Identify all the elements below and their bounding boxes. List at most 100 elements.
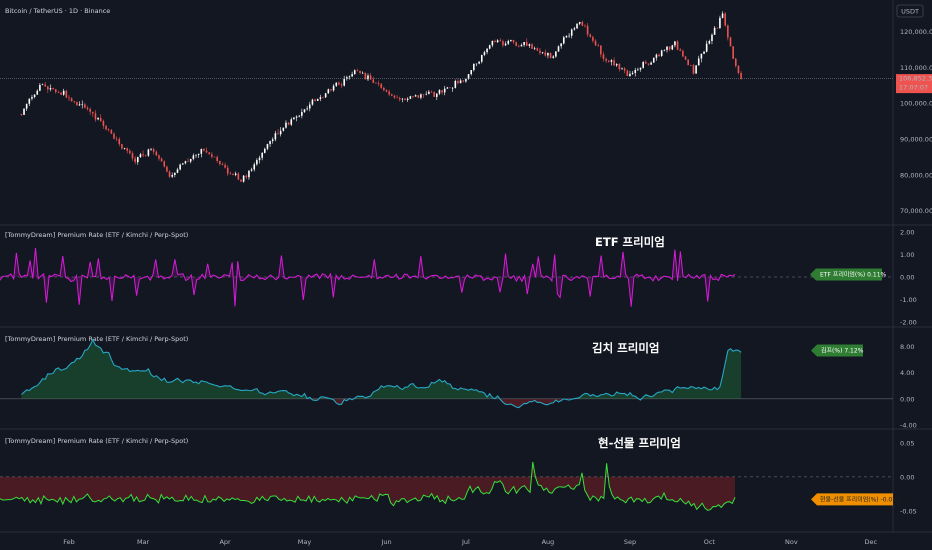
candle-body (70, 98, 73, 102)
candle-body (496, 40, 499, 43)
candle-body (261, 152, 263, 158)
candle-body (160, 158, 163, 162)
currency-button[interactable] (896, 4, 924, 18)
candle-body (57, 92, 60, 93)
currency-label: USDT (901, 8, 919, 16)
candle-body (351, 74, 353, 77)
candle-body (301, 112, 303, 116)
candle-body (208, 152, 211, 155)
candle-body (197, 153, 200, 155)
candle-body (118, 139, 121, 145)
candle-body (547, 52, 549, 56)
candle-body (158, 155, 160, 159)
candle-body (367, 75, 369, 80)
candle-body (219, 160, 221, 165)
candle-body (287, 122, 290, 125)
candle-body (163, 161, 166, 167)
etf-area (0, 248, 735, 307)
candle-body (234, 173, 237, 175)
candle-body (560, 43, 562, 47)
candle-body (266, 144, 269, 149)
price-tick-label: 90,000.00 (900, 136, 932, 144)
candle-body (462, 80, 465, 82)
candle-body (441, 90, 443, 93)
candle-body (110, 130, 113, 134)
candle-body (189, 158, 192, 162)
perp-axis-label: 0.05 (900, 439, 914, 447)
last-price-badge (896, 74, 932, 94)
time-tick-label: Apr (219, 538, 231, 546)
candle-body (740, 73, 742, 79)
candle-body (528, 44, 531, 46)
candle-body (60, 92, 62, 95)
candle-body (470, 70, 472, 75)
candle-body (102, 120, 105, 126)
candle-body (105, 125, 107, 130)
candle-body (92, 111, 94, 114)
candle-body (475, 63, 478, 65)
candle-body (393, 95, 396, 98)
candle-body (279, 130, 282, 135)
time-tick-label: Dec (864, 538, 877, 546)
candle-body (504, 43, 507, 46)
candle-body (645, 61, 647, 64)
candle-body (139, 154, 142, 158)
candle-body (401, 98, 404, 100)
last-price-value: 106,852.37 (899, 74, 932, 82)
candle-body (168, 171, 171, 177)
candle-body (565, 35, 568, 38)
candle-body (581, 21, 584, 26)
candle-body (478, 61, 480, 64)
candle-body (298, 115, 301, 117)
candle-body (518, 46, 520, 47)
candle-body (682, 50, 684, 57)
candle-body (353, 70, 356, 75)
candle-body (285, 122, 287, 128)
candle-body (615, 64, 618, 66)
candle-body (89, 109, 91, 112)
candle-body (491, 40, 494, 46)
candle-body (396, 97, 398, 99)
kimchi-line (21, 338, 742, 409)
candle-body (697, 58, 700, 66)
candle-body (253, 164, 256, 170)
candle-body (454, 80, 457, 88)
candle-body (242, 175, 245, 182)
candle-body (54, 89, 57, 93)
candle-body (152, 149, 155, 152)
candle-body (81, 104, 84, 105)
candle-body (467, 74, 470, 79)
candle-body (684, 56, 687, 60)
candle-body (602, 54, 605, 59)
time-tick-label: Aug (542, 538, 555, 546)
candle-body (94, 113, 97, 120)
candle-body (539, 50, 541, 53)
candle-body (41, 84, 44, 86)
candle-body (570, 29, 573, 36)
time-tick-label: Feb (63, 538, 75, 546)
time-tick-label: May (298, 538, 312, 546)
candle-body (295, 116, 298, 118)
candle-body (451, 87, 454, 89)
indicator-name: [TommyDream] Premium Rate (ETF / Kimchi … (5, 231, 188, 239)
candle-body (473, 63, 475, 71)
candle-body (166, 166, 168, 172)
candle-body (174, 172, 176, 176)
candle-body (369, 75, 372, 80)
etf-badge-text: ETF 프리미엄(%) 0.11% (820, 271, 887, 279)
candle-body (404, 98, 406, 100)
candle-body (142, 154, 144, 156)
kimchi-value-badge (811, 344, 863, 357)
candle-body (737, 65, 740, 74)
candle-body (375, 82, 377, 84)
candle-body (377, 83, 380, 84)
pane-title: 현-선물 프리미엄 (598, 436, 681, 450)
candle-body (658, 54, 660, 57)
kimchi-axis-label: 8.00 (900, 343, 914, 351)
candle-body (31, 96, 33, 99)
candle-body (385, 90, 388, 92)
bar-countdown: 17:07:07 (899, 84, 928, 92)
candle-body (555, 51, 557, 57)
candle-body (666, 46, 668, 51)
